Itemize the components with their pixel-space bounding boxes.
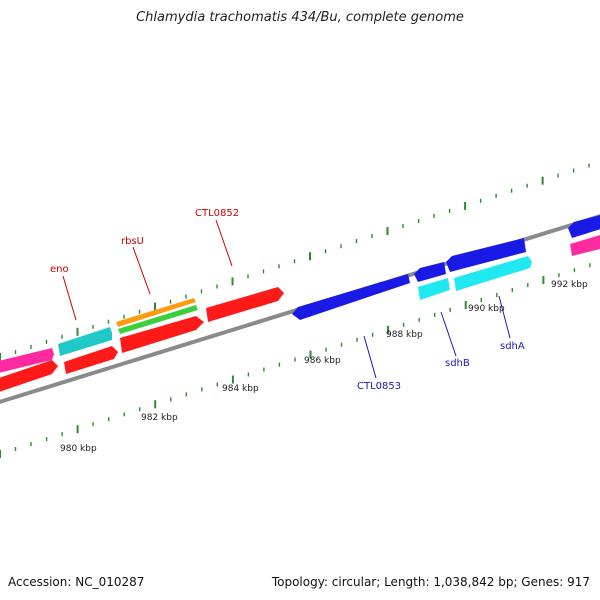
gene-feature[interactable] [120,316,204,353]
scale-label: 986 kbp [304,356,341,366]
scale-label: 984 kbp [222,384,259,394]
gene-feature-eno[interactable] [64,346,118,374]
scale-label: 982 kbp [141,413,178,423]
label-leader-CTL0852 [215,219,233,267]
label-leader-eno [62,275,77,321]
gene-feature-CTL0853[interactable] [292,274,410,320]
scale-label: 992 kbp [551,280,588,290]
gene-feature[interactable] [414,262,446,282]
gene-feature[interactable] [58,327,112,356]
gene-label-CTL0852: CTL0852 [195,208,239,219]
gene-feature[interactable] [116,298,196,327]
label-leader-rbsU [132,246,151,295]
label-leader-sdhB [440,311,457,357]
gene-label-eno: eno [50,264,69,275]
gene-feature[interactable] [570,234,600,256]
accession-text: Accession: NC_010287 [8,575,145,589]
gene-feature[interactable] [0,348,54,375]
label-leader-CTL0853 [363,335,377,379]
gene-label-rbsU: rbsU [121,236,144,247]
gene-label-CTL0853: CTL0853 [357,381,401,392]
scale-label: 988 kbp [386,330,423,340]
gene-feature-sdhA[interactable] [454,256,532,291]
gene-feature[interactable] [446,238,526,272]
label-leader-sdhA [498,295,511,339]
page-title: Chlamydia trachomatis 434/Bu, complete g… [136,10,464,25]
gene-label-sdhB: sdhB [445,358,470,369]
gene-feature[interactable] [568,214,600,238]
gene-feature-sdhB[interactable] [418,278,450,300]
gene-feature-rbsU[interactable] [118,305,198,334]
outer-tick-track [0,163,590,361]
gene-label-sdhA: sdhA [500,341,525,352]
inner-tick-track [0,263,591,458]
gene-feature[interactable] [0,360,58,395]
scale-label: 990 kbp [468,304,505,314]
gene-feature-CTL0852[interactable] [206,287,284,322]
scale-label: 980 kbp [60,444,97,454]
genome-summary-text: Topology: circular; Length: 1,038,842 bp… [271,575,590,589]
